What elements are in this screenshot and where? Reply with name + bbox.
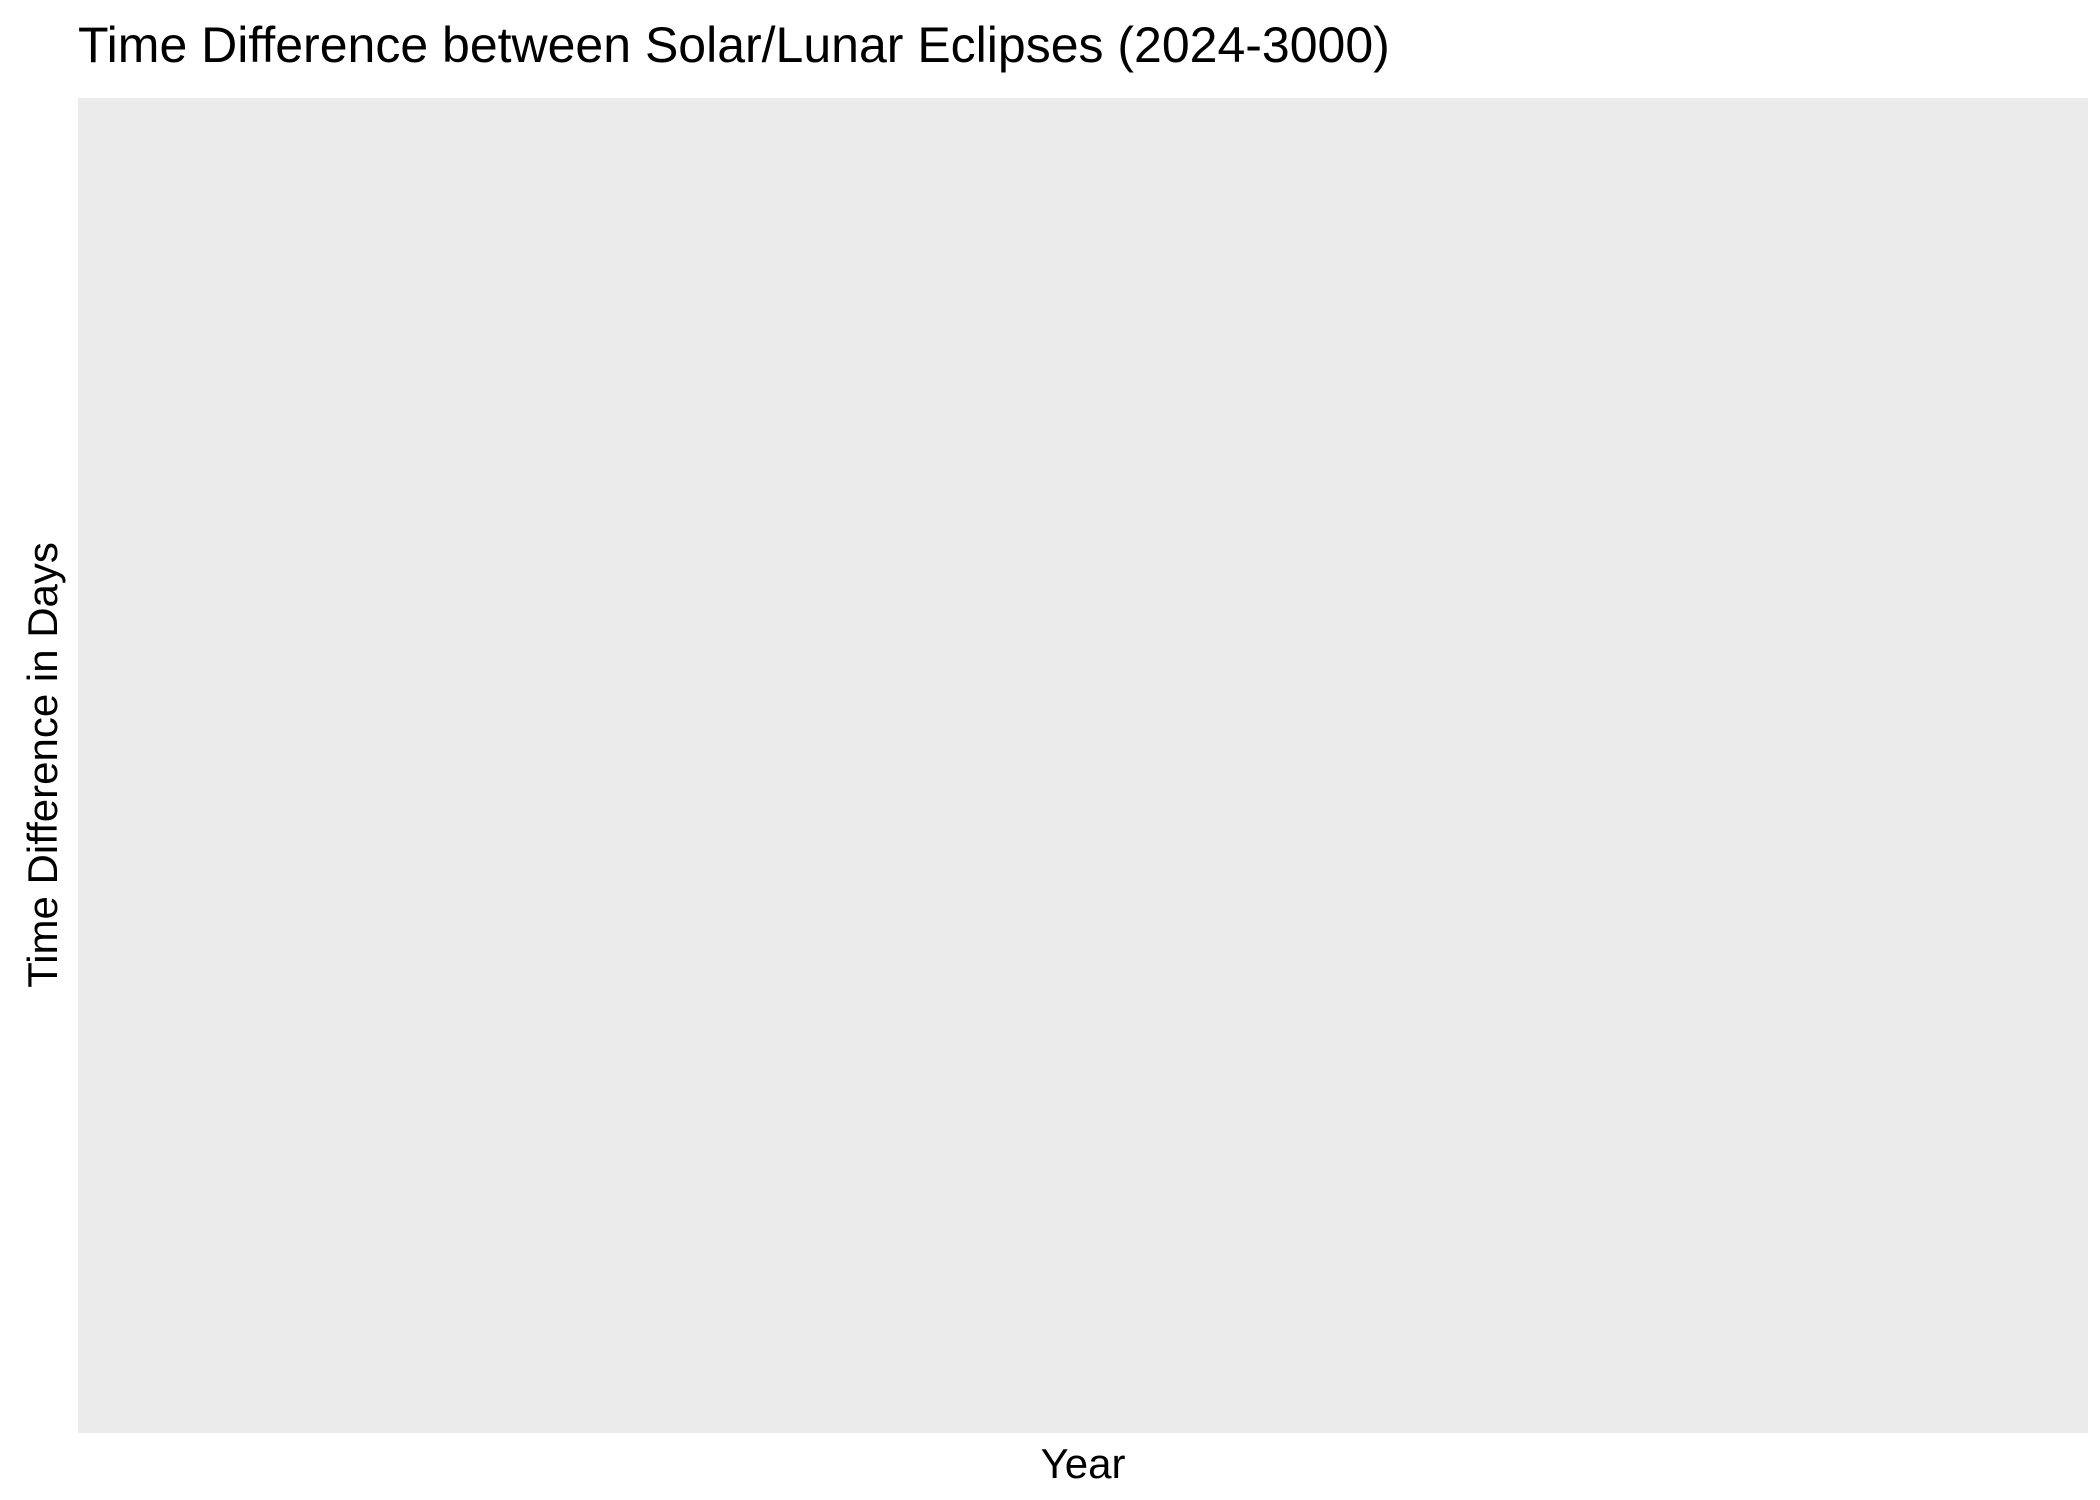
plot-panel <box>78 98 2088 1433</box>
chart-title: Time Difference between Solar/Lunar Ecli… <box>78 17 1390 73</box>
x-axis-label: Year <box>1041 1440 1126 1487</box>
y-axis-label: Time Difference in Days <box>19 542 66 988</box>
